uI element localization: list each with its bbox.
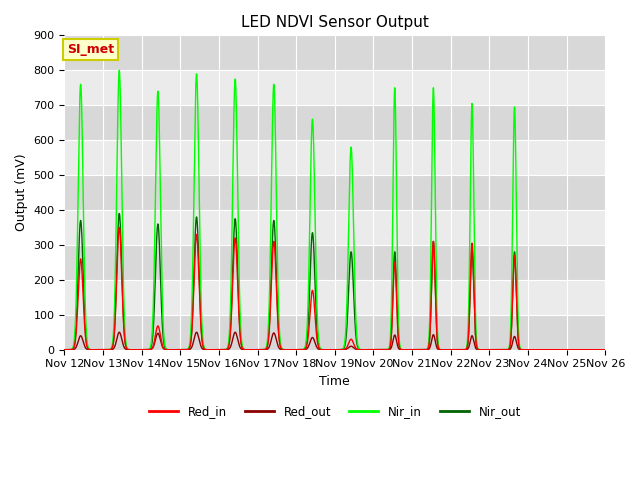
Legend: Red_in, Red_out, Nir_in, Nir_out: Red_in, Red_out, Nir_in, Nir_out bbox=[144, 400, 525, 422]
Bar bbox=[65, 175, 605, 210]
Title: LED NDVI Sensor Output: LED NDVI Sensor Output bbox=[241, 15, 429, 30]
Y-axis label: Output (mV): Output (mV) bbox=[15, 154, 28, 231]
X-axis label: Time: Time bbox=[319, 375, 350, 388]
Bar bbox=[65, 315, 605, 350]
Bar bbox=[65, 36, 605, 70]
Bar bbox=[65, 245, 605, 280]
Text: SI_met: SI_met bbox=[67, 43, 114, 56]
Bar bbox=[65, 105, 605, 140]
